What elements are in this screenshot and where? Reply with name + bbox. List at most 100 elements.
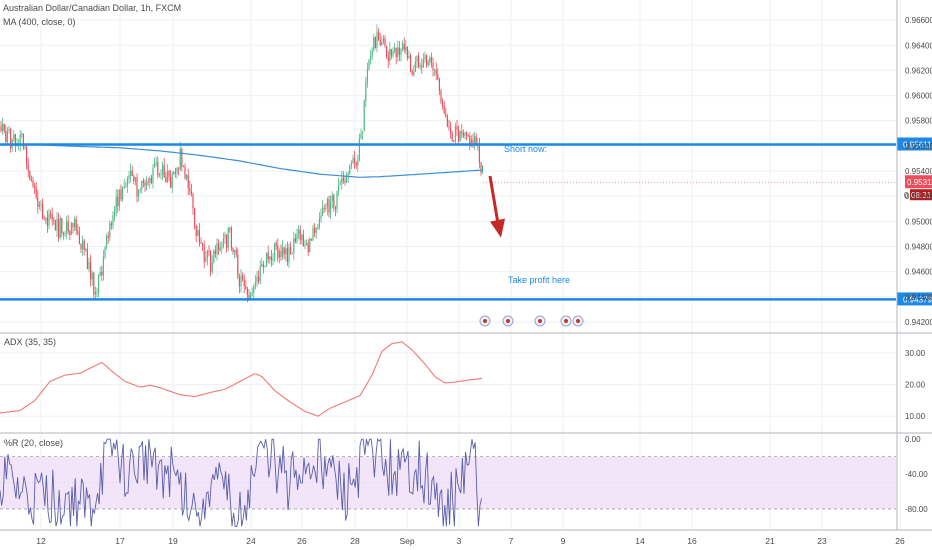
candle-body (454, 126, 456, 141)
candle-body (293, 238, 295, 254)
candle-body (45, 217, 47, 220)
price-axis[interactable]: 0.96600 0.96400 0.96200 0.96000 0.95800 0.956… (905, 16, 932, 514)
candle-body (146, 181, 148, 186)
candle-body (50, 213, 52, 215)
price-tick-label: 0.94800 (905, 242, 932, 251)
candle-body (389, 49, 391, 61)
candle-body (126, 178, 128, 186)
candle-body (306, 243, 308, 245)
candle-body (130, 170, 132, 176)
arrow-head (490, 218, 505, 238)
candle-body (94, 292, 96, 295)
candle-body (314, 227, 316, 233)
candle-body (318, 219, 320, 228)
candle-body (5, 131, 7, 143)
time-tick-label: Sep (399, 536, 414, 546)
candle-body (403, 43, 405, 51)
candle-body (338, 184, 340, 191)
candle-body (474, 136, 476, 146)
candle-body (82, 240, 84, 250)
candle-body (339, 183, 341, 185)
candle-body (326, 199, 328, 209)
candle-body (190, 191, 192, 195)
candle-body (229, 228, 231, 230)
candle-body (296, 234, 298, 242)
candle-body (309, 238, 311, 253)
candle-body (213, 250, 215, 263)
price-tick-label: 0.94400 (905, 293, 932, 302)
last-price-label: 0.95311 (907, 178, 932, 187)
candle-body (397, 47, 399, 57)
candle-body (125, 185, 127, 187)
candle-body (282, 247, 284, 257)
time-tick-label: 26 (895, 536, 905, 546)
candle-body (30, 179, 32, 181)
candle-body (312, 227, 314, 241)
candle-body (270, 256, 272, 261)
down-arrow (488, 175, 505, 238)
countdown-label: 08:31 (911, 191, 932, 200)
candle-body (80, 243, 82, 250)
candle-body (235, 250, 237, 255)
candle-body (122, 187, 124, 200)
candle-body (320, 215, 322, 220)
grid (0, 0, 901, 529)
candle-body (56, 218, 58, 231)
candle-body (275, 243, 277, 246)
ma-line (0, 144, 484, 178)
candle-body (258, 276, 260, 281)
candle-body (131, 170, 133, 177)
candle-body (48, 213, 50, 226)
pane-separators (0, 0, 932, 531)
wr-tick-label: 0.00 (905, 435, 921, 444)
candle-body (165, 177, 167, 183)
candle-body (104, 247, 106, 257)
candle-body (416, 56, 418, 62)
time-axis[interactable]: 12 17 19 24 26 28 Sep 3 7 9 14 16 21 23 26 (36, 536, 905, 546)
adx-series-line (0, 341, 483, 417)
candle-body (410, 55, 412, 72)
candle-body (256, 276, 258, 283)
candle-body (224, 234, 226, 239)
candle-body (179, 148, 181, 169)
event-marker-dot (538, 319, 542, 323)
candle-body (277, 245, 279, 258)
candle-body (29, 171, 31, 180)
candle-body (470, 139, 472, 147)
adx-tick-label: 20.00 (905, 381, 926, 390)
candle-body (222, 238, 224, 247)
candle-body (128, 175, 130, 179)
candle-body (432, 63, 434, 71)
candle-body (336, 190, 338, 210)
price-tick-label: 0.95600 (905, 142, 932, 151)
chart-title: Australian Dollar/Canadian Dollar, 1h, F… (3, 3, 181, 13)
candle-body (187, 175, 189, 189)
level-price-tag (897, 292, 932, 306)
candle-body (430, 57, 432, 64)
candle-body (374, 37, 376, 49)
candle-body (221, 246, 223, 248)
candle-body (74, 219, 76, 228)
price-tick-label: 0.94200 (905, 318, 932, 327)
candle-body (450, 127, 452, 134)
candle-body (198, 230, 200, 243)
candle-body (413, 71, 415, 75)
candle-body (51, 214, 53, 220)
candle-body (40, 204, 42, 205)
candle-body (451, 133, 453, 141)
adx-legend: ADX (35, 35) (4, 337, 56, 347)
candle-body (162, 165, 164, 175)
candle-body (424, 55, 426, 60)
axis-zero-label: 0 (904, 191, 909, 200)
candle-body (166, 171, 168, 183)
candle-body (253, 285, 255, 293)
candle-body (435, 69, 437, 75)
candle-body (378, 31, 380, 41)
candle-body (227, 228, 229, 248)
candle-body (83, 240, 85, 251)
candle-body (168, 171, 170, 177)
candle-body (216, 243, 218, 255)
candle-body (101, 272, 103, 276)
candle-body (147, 181, 149, 183)
candle-body (283, 247, 285, 254)
